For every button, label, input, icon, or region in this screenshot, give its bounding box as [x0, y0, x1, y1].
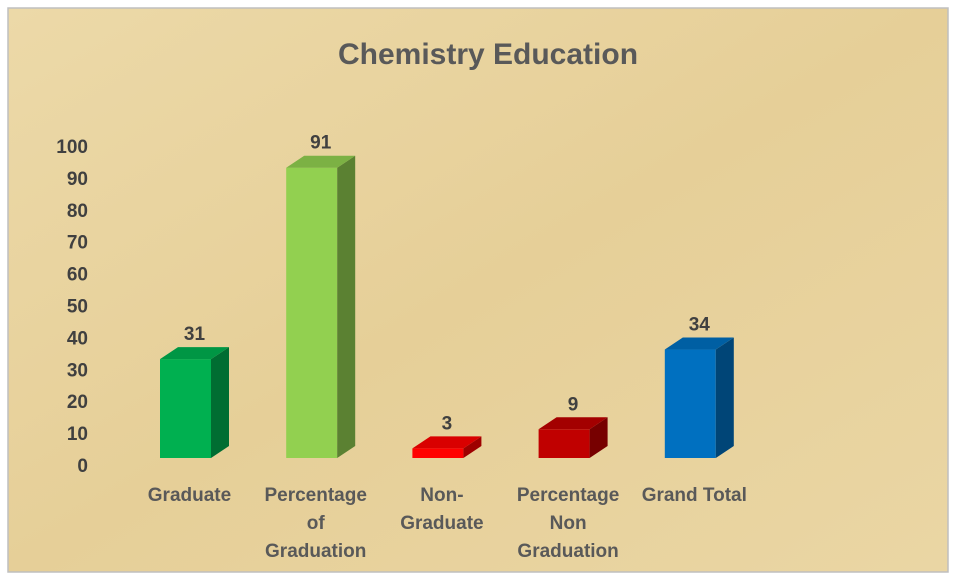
bar-side [463, 436, 482, 458]
value-label: 91 [310, 133, 332, 154]
y-tick-label: 20 [67, 392, 88, 413]
y-tick-label: 30 [67, 360, 88, 381]
bar-side [211, 347, 229, 458]
x-tick-label: Graduate [148, 485, 231, 506]
bar-top [664, 337, 734, 350]
bar-top [538, 417, 608, 430]
bar [412, 448, 464, 458]
value-label: 34 [689, 315, 711, 336]
x-tick-label-line: Percentage [264, 485, 366, 506]
y-tick-label: 90 [67, 169, 88, 190]
x-tick-label: Non- Graduate [400, 485, 483, 534]
bar-side [715, 337, 734, 458]
x-tick-label-line: Grand Total [642, 485, 747, 506]
x-tick-label-line: Non- [420, 485, 463, 506]
bar-top [286, 155, 356, 168]
x-tick-label-line: Non [550, 513, 587, 534]
x-tick-label: Percentage Non Graduation [517, 485, 619, 562]
bar-side [337, 155, 356, 458]
chart-title: Chemistry Education [338, 38, 638, 71]
y-tick-label: 0 [77, 456, 88, 477]
y-tick-label: 60 [67, 265, 88, 286]
x-tick-label-line: Graduate [148, 485, 231, 506]
bar [664, 349, 716, 458]
value-label: 9 [568, 394, 579, 415]
bar [160, 359, 211, 458]
bar-top [160, 347, 229, 360]
bar [286, 167, 338, 458]
value-label: 31 [184, 324, 206, 345]
y-tick-label: 70 [67, 233, 88, 254]
y-tick-label: 50 [67, 297, 88, 318]
y-tick-label: 10 [67, 424, 88, 445]
x-tick-label-line: Percentage [517, 485, 619, 506]
chart-background [7, 7, 949, 573]
bar-side [589, 417, 608, 458]
y-tick-label: 80 [67, 201, 88, 222]
x-tick-label: Grand Total [642, 485, 747, 506]
x-tick-label-line: Graduation [265, 541, 366, 562]
x-tick-label-line: Graduate [400, 513, 483, 534]
y-tick-label: 40 [67, 328, 88, 349]
bar-top [412, 436, 482, 449]
x-tick-label: Percentage of Graduation [264, 485, 366, 562]
y-tick-label: 100 [56, 137, 88, 158]
x-tick-label-line: Graduation [517, 541, 618, 562]
bar [538, 429, 590, 458]
x-tick-label-line: of [307, 513, 326, 534]
value-label: 3 [442, 413, 453, 434]
